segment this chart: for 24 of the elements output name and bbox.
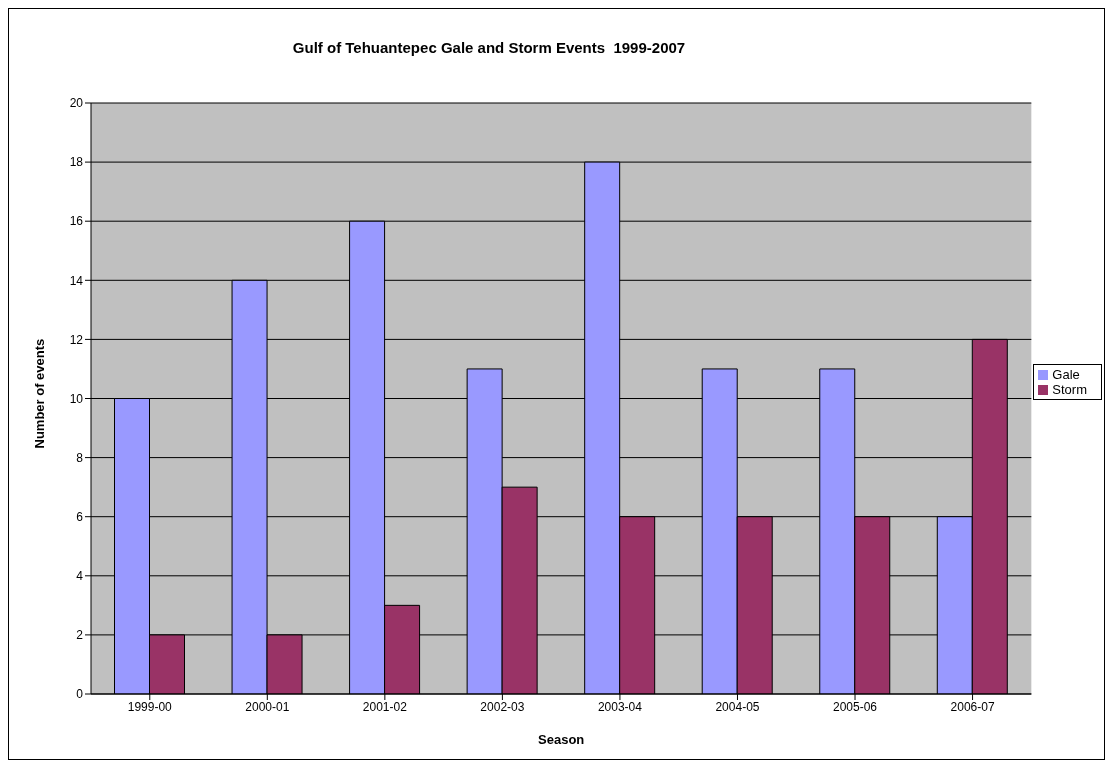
y-tick-label: 20 xyxy=(69,96,84,111)
y-axis-title: Number of events xyxy=(31,338,47,449)
chart-title: Gulf of Tehuantepec Gale and Storm Events 1999-2007 xyxy=(291,39,687,56)
y-tick-label: 4 xyxy=(76,569,84,584)
x-axis-title: Season xyxy=(538,732,585,747)
y-tick-label: 8 xyxy=(76,450,84,465)
y-tick-label: 14 xyxy=(69,273,84,288)
legend-label: Gale xyxy=(1052,366,1080,382)
x-tick-label: 2000-01 xyxy=(245,699,290,714)
x-tick-label: 2005-06 xyxy=(832,699,878,714)
x-tick-label: 2004-05 xyxy=(715,699,760,714)
x-tick-label: 2003-04 xyxy=(597,699,643,714)
x-tick-label: 1999-00 xyxy=(127,699,173,714)
x-tick-label: 2006-07 xyxy=(950,699,995,714)
y-tick-label: 18 xyxy=(69,155,84,170)
y-tick-label: 0 xyxy=(76,687,84,702)
y-tick-label: 10 xyxy=(69,391,84,406)
x-tick-label: 2001-02 xyxy=(362,699,408,714)
y-tick-label: 12 xyxy=(69,332,84,347)
y-tick-label: 16 xyxy=(69,214,84,229)
legend-label: Storm xyxy=(1052,381,1087,397)
y-tick-label: 2 xyxy=(76,628,84,643)
y-tick-label: 6 xyxy=(76,509,84,524)
x-tick-label: 2002-03 xyxy=(480,699,525,714)
